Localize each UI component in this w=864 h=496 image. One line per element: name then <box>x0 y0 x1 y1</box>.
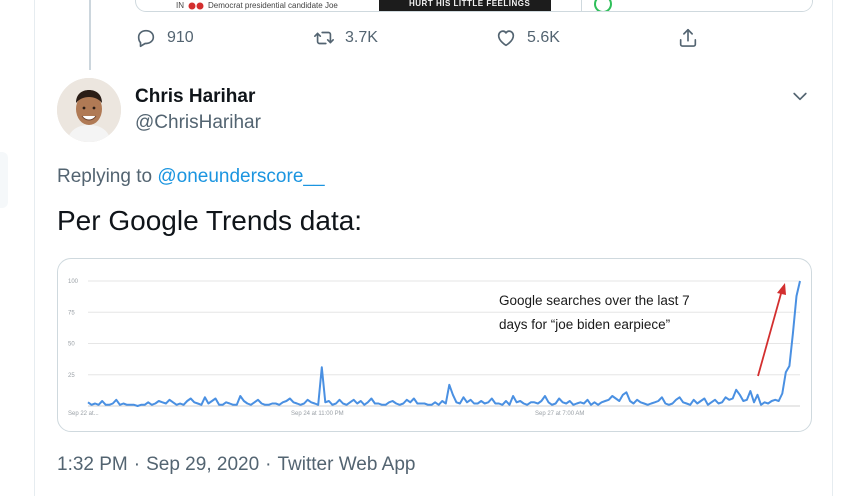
tweet-timestamp[interactable]: 1:32 PM · Sep 29, 2020 · Twitter Web App <box>57 454 421 476</box>
y-tick-label: 50 <box>68 342 75 348</box>
series-line <box>87 280 801 407</box>
timestamp-time: 1:32 PM <box>57 454 128 475</box>
like-button[interactable]: 5.6K <box>495 27 560 49</box>
retweet-count: 3.7K <box>345 29 378 46</box>
separator: · <box>133 454 141 475</box>
chart-annotation-line1: Google searches over the last 7 <box>499 293 690 308</box>
separator: · <box>265 454 272 475</box>
x-tick-label: Sep 24 at 11:00 PM <box>291 411 344 417</box>
heart-icon <box>497 30 515 47</box>
x-tick-label: Sep 22 at... <box>68 411 99 417</box>
avatar[interactable] <box>57 78 121 142</box>
y-tick-label: 25 <box>68 373 75 379</box>
retweet-button[interactable]: 3.7K <box>313 27 378 49</box>
x-tick-label: Sep 27 at 7:00 AM <box>535 411 584 417</box>
thread-connector-line <box>89 0 91 70</box>
reply-icon <box>137 29 155 48</box>
replying-to: Replying to @oneunderscore__ <box>57 166 325 188</box>
trends-chart: 100 75 50 25 Sep 22 at... Sep 24 at 11:00 PM S… <box>68 279 801 417</box>
timeline-border-right <box>832 0 833 496</box>
chevron-down-icon[interactable] <box>790 86 810 106</box>
timeline-border-left <box>34 0 35 496</box>
reply-count: 910 <box>167 29 194 46</box>
timestamp-date: Sep 29, 2020 <box>146 454 260 475</box>
reply-button[interactable]: 910 <box>135 27 194 49</box>
share-icon <box>679 28 697 47</box>
y-tick-label: 75 <box>68 310 75 316</box>
replying-to-link[interactable]: @oneunderscore__ <box>157 166 325 187</box>
like-count: 5.6K <box>527 29 560 46</box>
tweet-text: Per Google Trends data: <box>57 205 363 236</box>
arrow-head-icon <box>777 283 786 295</box>
loading-spinner-icon <box>594 0 612 11</box>
share-button[interactable] <box>677 27 709 49</box>
meme-text: HURT HIS LITTLE FEELINGS <box>409 0 531 8</box>
media-caption-prefix: IN <box>176 1 184 10</box>
chart-annotation-line2: days for “joe biden earpiece” <box>499 317 670 332</box>
retweet-icon <box>314 31 334 45</box>
y-tick-label: 100 <box>68 279 79 285</box>
author-name[interactable]: Chris Harihar <box>135 86 256 107</box>
media-thumbnail-third[interactable] <box>581 0 812 11</box>
profile-photo-icon <box>57 78 121 142</box>
previous-tweet-media[interactable]: IN Democrat presidential candidate Joe H… <box>135 0 813 12</box>
media-thumbnail-meme[interactable]: HURT HIS LITTLE FEELINGS <box>379 0 551 11</box>
annotation-arrow <box>757 289 783 377</box>
replying-prefix: Replying to <box>57 166 153 187</box>
media-thumbnail-news[interactable]: IN Democrat presidential candidate Joe <box>146 0 371 11</box>
news-logo-icon <box>188 2 204 10</box>
author-handle[interactable]: @ChrisHarihar <box>135 112 261 133</box>
tweet-image[interactable]: 100 75 50 25 Sep 22 at... Sep 24 at 11:00 PM S… <box>57 258 812 432</box>
media-caption: Democrat presidential candidate Joe <box>208 1 338 10</box>
timestamp-source[interactable]: Twitter Web App <box>277 454 416 475</box>
sidebar-edge <box>0 152 8 208</box>
